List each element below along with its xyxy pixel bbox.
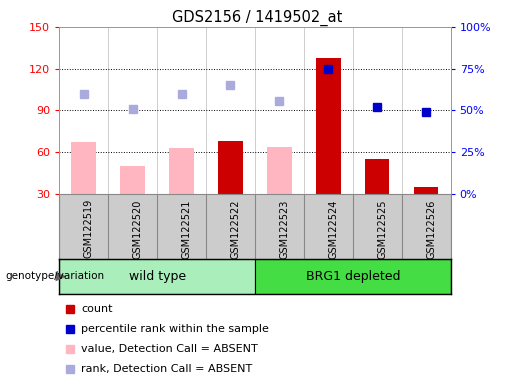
Bar xyxy=(365,159,389,194)
Bar xyxy=(255,259,451,294)
Bar xyxy=(169,148,194,194)
Text: GSM122523: GSM122523 xyxy=(279,199,289,258)
Text: GSM122521: GSM122521 xyxy=(181,199,192,258)
Text: GSM122522: GSM122522 xyxy=(230,199,241,259)
Text: BRG1 depleted: BRG1 depleted xyxy=(305,270,400,283)
Text: rank, Detection Call = ABSENT: rank, Detection Call = ABSENT xyxy=(81,364,253,374)
Text: GSM122520: GSM122520 xyxy=(133,199,143,258)
Bar xyxy=(218,141,243,194)
Text: GSM122525: GSM122525 xyxy=(377,199,387,259)
Text: GSM122524: GSM122524 xyxy=(329,199,338,258)
Bar xyxy=(121,166,145,194)
Bar xyxy=(267,147,291,194)
Text: wild type: wild type xyxy=(129,270,185,283)
Text: count: count xyxy=(81,304,113,314)
Text: GDS2156 / 1419502_at: GDS2156 / 1419502_at xyxy=(173,10,342,26)
Text: value, Detection Call = ABSENT: value, Detection Call = ABSENT xyxy=(81,344,258,354)
Text: genotype/variation: genotype/variation xyxy=(5,271,104,281)
Bar xyxy=(72,142,96,194)
Text: percentile rank within the sample: percentile rank within the sample xyxy=(81,324,269,334)
Bar xyxy=(316,58,340,194)
Text: GSM122519: GSM122519 xyxy=(83,199,94,258)
Text: GSM122526: GSM122526 xyxy=(426,199,436,258)
Bar xyxy=(414,187,438,194)
Polygon shape xyxy=(56,271,67,281)
Bar xyxy=(59,259,255,294)
